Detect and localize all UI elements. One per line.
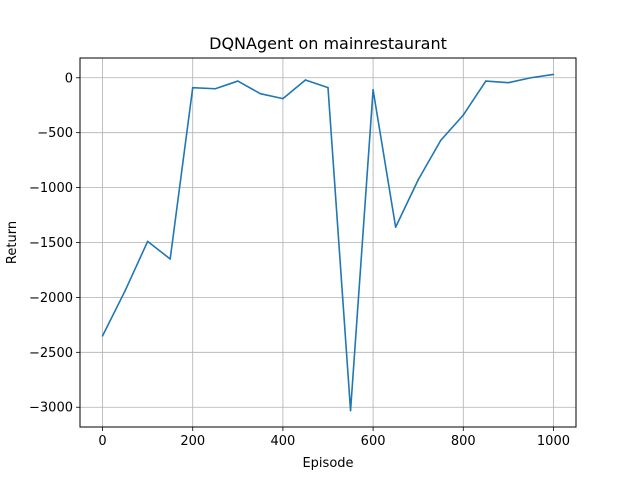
- x-axis-title: Episode: [302, 456, 353, 471]
- data-point: [394, 226, 397, 228]
- x-axis: 0 200 400 600 800 1000: [98, 427, 570, 449]
- data-point: [530, 76, 532, 79]
- x-tick-label: 600: [361, 434, 386, 449]
- data-point: [485, 80, 487, 82]
- y-axis: 0 −500 −1000 −1500 −2000 −2500 −3000: [29, 71, 80, 416]
- data-point: [237, 80, 239, 82]
- y-tick-label: −2500: [29, 346, 73, 361]
- chart-title: DQNAgent on mainrestaurant: [209, 34, 447, 53]
- data-point: [327, 86, 329, 89]
- y-tick-label: 0: [65, 71, 73, 86]
- data-point: [214, 87, 217, 90]
- data-point: [349, 409, 352, 412]
- data-point: [101, 335, 104, 337]
- x-tick-label: 200: [180, 434, 205, 449]
- data-point: [169, 258, 171, 260]
- y-tick-label: −2000: [29, 291, 73, 306]
- x-tick-label: 400: [270, 434, 295, 449]
- x-tick-label: 800: [451, 434, 476, 449]
- data-point: [304, 79, 307, 81]
- y-axis-title: Return: [5, 221, 20, 264]
- series-layer: [101, 73, 555, 412]
- data-point: [124, 290, 126, 292]
- data-point: [552, 73, 555, 76]
- data-point: [372, 89, 374, 91]
- data-point: [417, 179, 419, 181]
- y-tick-label: −500: [37, 126, 73, 141]
- y-tick-label: −1500: [29, 236, 73, 251]
- data-point: [507, 81, 510, 84]
- y-tick-label: −1000: [29, 181, 73, 196]
- data-point: [282, 97, 284, 100]
- y-tick-label: −3000: [29, 401, 73, 416]
- data-point: [146, 240, 149, 243]
- x-tick-label: 0: [98, 434, 106, 449]
- x-tick-label: 1000: [537, 434, 570, 449]
- data-point: [259, 92, 262, 95]
- data-point: [462, 114, 465, 116]
- grid: [80, 58, 576, 427]
- data-point: [191, 86, 194, 89]
- data-point: [439, 139, 442, 142]
